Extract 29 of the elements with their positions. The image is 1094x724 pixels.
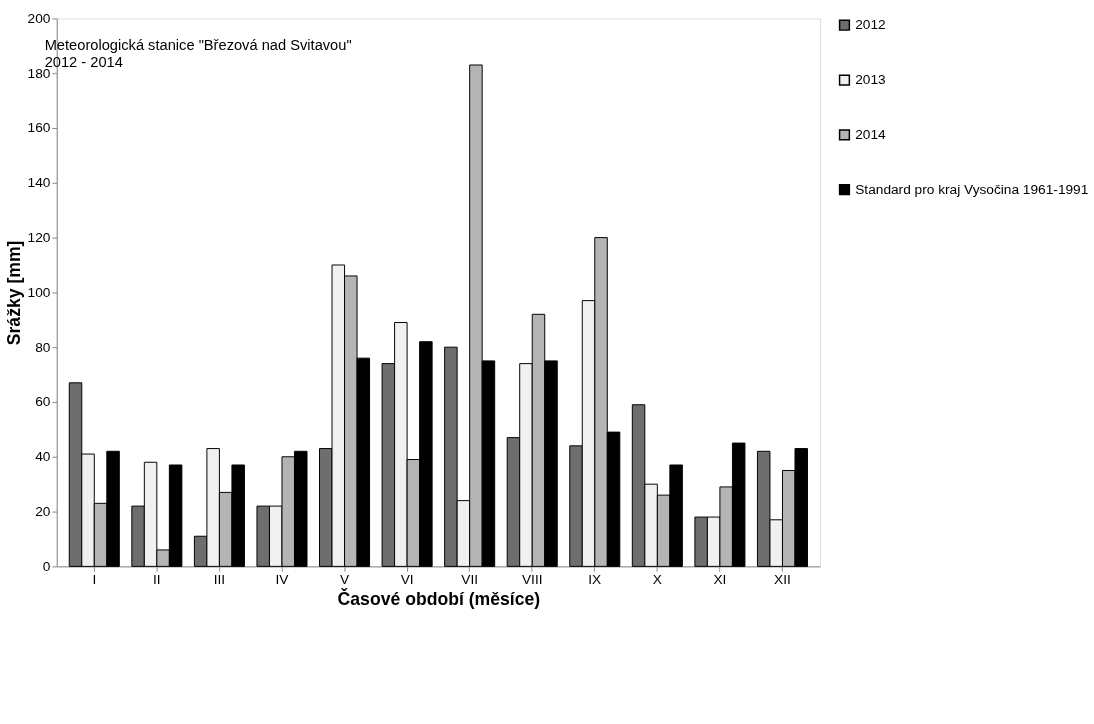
x-tick-label: IV <box>275 572 290 588</box>
legend-label: Standard pro kraj Vysočina 1961-1991 <box>855 181 1089 197</box>
x-tick-label: VI <box>400 572 414 588</box>
y-tick-label: 160 <box>27 120 51 136</box>
x-tick-label: IX <box>588 572 602 588</box>
y-tick-label: 0 <box>42 558 51 574</box>
x-axis-title: Časové období (měsíce) <box>337 588 541 610</box>
x-tick-label: VIII <box>521 572 543 588</box>
x-tick-label: XII <box>774 572 791 588</box>
y-tick-label: 120 <box>27 229 51 245</box>
x-tick-label: VII <box>461 572 479 588</box>
legend-label: 2013 <box>855 71 887 87</box>
y-axis-title: Srážky [mm] <box>3 240 24 346</box>
x-tick-label: V <box>339 572 350 588</box>
y-tick-label: 40 <box>35 449 51 465</box>
x-tick-label: X <box>652 572 662 588</box>
y-tick-label: 60 <box>35 394 51 410</box>
legend-label: 2012 <box>855 17 886 33</box>
text: Meteorologická stanice "Březová nad Svitavou" <box>44 36 352 53</box>
legend-label: 2014 <box>855 126 887 142</box>
y-tick-label: 20 <box>35 503 51 519</box>
y-tick-label: 200 <box>27 10 51 26</box>
x-tick-label: II <box>153 572 161 588</box>
x-tick-label: XI <box>713 572 727 588</box>
x-tick-label: I <box>92 572 97 588</box>
y-tick-label: 80 <box>35 339 51 355</box>
y-tick-label: 140 <box>27 175 51 191</box>
y-tick-label: 100 <box>27 284 51 300</box>
x-tick-label: III <box>213 572 226 588</box>
